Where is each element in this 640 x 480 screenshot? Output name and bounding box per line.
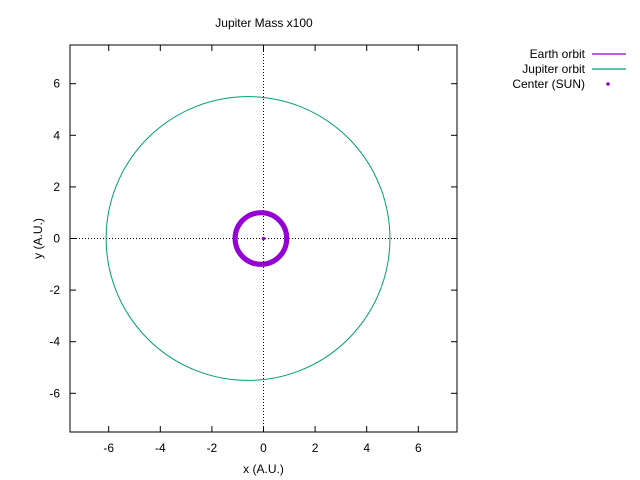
legend-label: Earth orbit xyxy=(530,47,586,61)
y-tick-label: 6 xyxy=(53,77,60,91)
chart-title: Jupiter Mass x100 xyxy=(215,16,313,30)
y-tick-label: 4 xyxy=(53,128,60,142)
earth-orbit-line xyxy=(232,210,290,267)
legend-label: Center (SUN) xyxy=(512,77,585,91)
y-tick-label: -6 xyxy=(49,386,60,400)
x-tick-label: 6 xyxy=(415,441,422,455)
y-tick-label: -4 xyxy=(49,335,60,349)
x-tick-label: 0 xyxy=(260,441,267,455)
y-tick-label: 2 xyxy=(53,180,60,194)
y-axis-label: y (A.U.) xyxy=(31,218,45,259)
x-tick-label: -4 xyxy=(155,441,166,455)
plot-series xyxy=(105,96,391,381)
jupiter-orbit-line xyxy=(105,96,391,381)
x-tick-label: -2 xyxy=(207,441,218,455)
sun-center-point xyxy=(261,236,266,241)
y-tick-label: -2 xyxy=(49,283,60,297)
x-axis-label: x (A.U.) xyxy=(243,462,284,476)
x-tick-label: -6 xyxy=(103,441,114,455)
axis-ticks: -6 -4 -2 0 2 4 6 -6 -4 -2 0 2 4 6 xyxy=(49,45,457,455)
x-tick-label: 4 xyxy=(363,441,370,455)
legend-point-swatch xyxy=(606,82,610,86)
y-tick-label: 0 xyxy=(53,232,60,246)
x-tick-label: 2 xyxy=(312,441,319,455)
legend-label: Jupiter orbit xyxy=(522,62,585,76)
